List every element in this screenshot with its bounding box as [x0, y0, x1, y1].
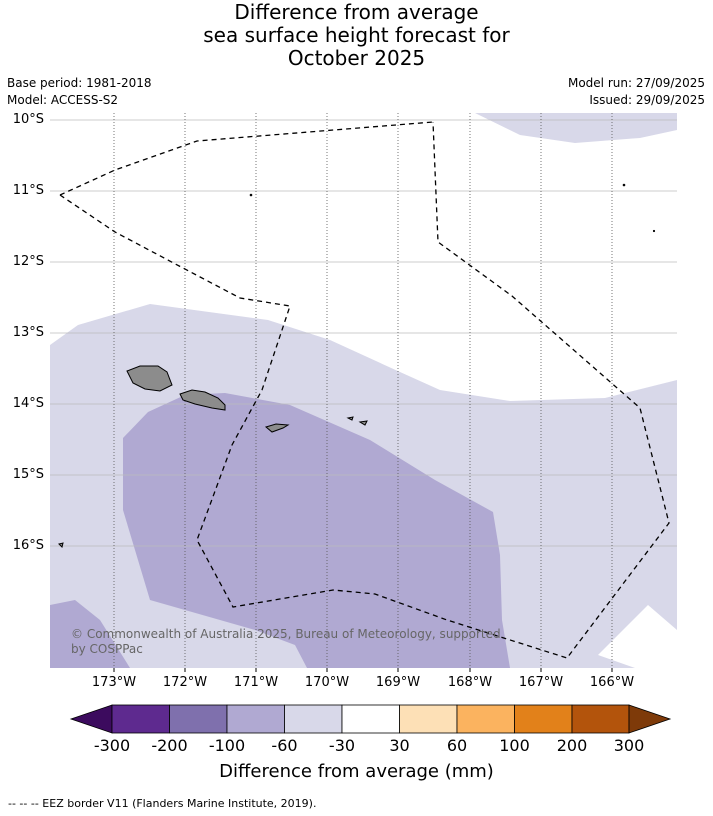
colorbar-tick-label: 200 — [556, 736, 588, 755]
issued-text: Issued: 29/09/2025 — [589, 93, 705, 107]
island-manua-1 — [346, 416, 354, 421]
lat-label: 15°S — [12, 467, 44, 482]
colorbar-extend-right — [628, 704, 672, 734]
island-dot-3 — [652, 229, 656, 233]
colorbar-segment — [341, 704, 400, 734]
longitude-gridlines — [113, 113, 613, 668]
colorbar-tick-label: -300 — [93, 736, 131, 755]
latitude-gridlines — [50, 119, 677, 547]
lon-label: 169°W — [375, 675, 421, 690]
colorbar-segment — [169, 704, 228, 734]
lon-label: 173°W — [91, 675, 137, 690]
lat-label: 13°S — [12, 325, 44, 340]
island-dot-1 — [249, 193, 253, 197]
colorbar-segment — [111, 704, 170, 734]
colorbar-tick-label: -60 — [271, 736, 298, 755]
model-text: Model: ACCESS-S2 — [7, 93, 119, 107]
copyright-text-line-2: by COSPPac — [71, 642, 143, 656]
lon-label: 170°W — [304, 675, 350, 690]
title-line-2: sea surface height forecast for — [203, 23, 510, 47]
colorbar-segment — [226, 704, 285, 734]
lon-label: 168°W — [447, 675, 493, 690]
colorbar-tick-label: 60 — [446, 736, 468, 755]
eez-border-west — [59, 121, 434, 196]
lon-label: 171°W — [233, 675, 279, 690]
colorbar-tick-label: 300 — [613, 736, 645, 755]
title-line-3: October 2025 — [287, 46, 426, 70]
colorbar-tick-label: 100 — [499, 736, 530, 755]
base-period-text: Base period: 1981-2018 — [7, 76, 152, 90]
lon-label: 167°W — [518, 675, 564, 690]
colorbar-segment — [571, 704, 630, 734]
colorbar-segment — [514, 704, 573, 734]
anomaly-region-mid-sw — [50, 600, 130, 668]
colorbar-label: Difference from average (mm) — [219, 761, 494, 782]
neutral-region — [598, 605, 677, 668]
lat-label: 10°S — [12, 112, 44, 127]
colorbar-extend-left — [69, 704, 113, 734]
lon-label: 166°W — [589, 675, 635, 690]
eez-borders — [59, 121, 670, 659]
island-upolu — [179, 389, 226, 411]
colorbar — [69, 704, 672, 734]
map-area: © Commonwealth of Australia 2025, Bureau… — [50, 113, 677, 668]
island-dot-4 — [58, 542, 64, 548]
copyright-text-line-1: © Commonwealth of Australia 2025, Bureau… — [71, 627, 501, 641]
colorbar-tick-label: -200 — [151, 736, 188, 755]
island-dot-2 — [622, 183, 626, 187]
axis-ticks — [113, 668, 613, 672]
lat-label: 12°S — [12, 254, 44, 269]
lat-label: 11°S — [12, 183, 44, 198]
lat-label: 16°S — [12, 538, 44, 553]
model-run-text: Model run: 27/09/2025 — [567, 76, 705, 90]
eez-legend-text: -- -- -- EEZ border V11 (Flanders Marine… — [8, 797, 317, 810]
colorbar-tick-label: -30 — [328, 736, 356, 755]
colorbar-segment — [284, 704, 343, 734]
island-savaii — [126, 365, 173, 392]
lat-label: 14°S — [12, 396, 44, 411]
colorbar-segment — [456, 704, 515, 734]
lon-label: 172°W — [162, 675, 208, 690]
colorbar-segment — [399, 704, 458, 734]
title-line-1: Difference from average — [234, 0, 479, 24]
anomaly-region-pale-north — [475, 113, 677, 143]
land-masses — [58, 183, 656, 548]
colorbar-tick-label: 30 — [389, 736, 410, 755]
island-tutuila — [264, 423, 290, 433]
colorbar-tick-label: -100 — [208, 736, 246, 755]
island-manua-2 — [358, 420, 368, 426]
anomaly-region-mid — [123, 393, 510, 668]
